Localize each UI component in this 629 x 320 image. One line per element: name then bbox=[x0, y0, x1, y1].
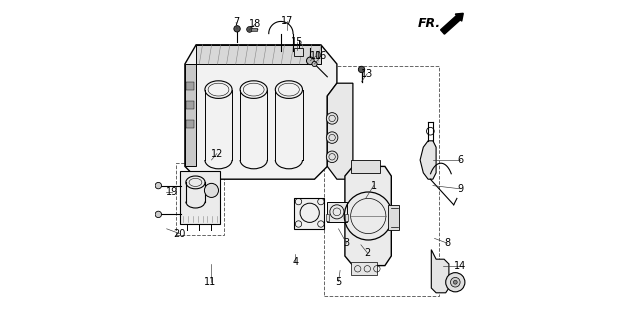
Polygon shape bbox=[431, 250, 449, 293]
Bar bbox=[324, 66, 439, 296]
Text: 7: 7 bbox=[233, 17, 239, 28]
Bar bbox=[326, 214, 329, 221]
Text: 13: 13 bbox=[361, 68, 374, 79]
Text: 2: 2 bbox=[364, 248, 370, 258]
FancyArrow shape bbox=[440, 13, 463, 34]
Circle shape bbox=[446, 273, 465, 292]
Text: 4: 4 bbox=[292, 257, 298, 268]
Text: 1: 1 bbox=[370, 180, 377, 191]
Polygon shape bbox=[185, 64, 196, 166]
Bar bbox=[352, 160, 380, 173]
Bar bbox=[186, 120, 194, 128]
Circle shape bbox=[234, 26, 240, 32]
Circle shape bbox=[454, 280, 457, 284]
Bar bbox=[186, 82, 194, 90]
Text: 3: 3 bbox=[343, 238, 350, 248]
Bar bbox=[186, 101, 194, 109]
Circle shape bbox=[155, 182, 162, 189]
Circle shape bbox=[450, 277, 460, 287]
Polygon shape bbox=[185, 45, 337, 179]
Bar bbox=[352, 262, 377, 275]
Bar bbox=[345, 214, 348, 221]
Circle shape bbox=[204, 183, 218, 197]
Bar bbox=[251, 28, 257, 31]
Text: 10: 10 bbox=[310, 51, 322, 61]
Circle shape bbox=[359, 66, 365, 73]
Bar bbox=[327, 202, 347, 222]
Polygon shape bbox=[420, 141, 436, 179]
Bar bbox=[294, 198, 324, 229]
Text: 11: 11 bbox=[204, 276, 216, 287]
Polygon shape bbox=[196, 45, 321, 64]
Circle shape bbox=[155, 211, 162, 218]
Text: 6: 6 bbox=[457, 155, 463, 165]
Text: 8: 8 bbox=[444, 238, 450, 248]
Text: 5: 5 bbox=[335, 276, 342, 287]
Circle shape bbox=[326, 151, 338, 163]
Polygon shape bbox=[345, 166, 391, 266]
Circle shape bbox=[312, 61, 317, 67]
Bar bbox=[180, 171, 220, 224]
Text: 12: 12 bbox=[211, 148, 223, 159]
Bar bbox=[176, 163, 225, 235]
Text: 17: 17 bbox=[281, 16, 294, 26]
Polygon shape bbox=[327, 83, 353, 179]
Text: 20: 20 bbox=[173, 228, 186, 239]
Bar bbox=[294, 48, 303, 56]
Text: 18: 18 bbox=[249, 19, 262, 29]
Circle shape bbox=[326, 132, 338, 143]
Text: 19: 19 bbox=[166, 187, 178, 197]
Text: 16: 16 bbox=[314, 51, 327, 61]
Text: 15: 15 bbox=[291, 36, 303, 47]
Text: FR.: FR. bbox=[418, 17, 441, 30]
Text: 14: 14 bbox=[454, 260, 466, 271]
Circle shape bbox=[306, 57, 314, 65]
Circle shape bbox=[326, 113, 338, 124]
Bar bbox=[388, 205, 399, 230]
Text: 9: 9 bbox=[457, 184, 463, 194]
Circle shape bbox=[247, 27, 252, 32]
